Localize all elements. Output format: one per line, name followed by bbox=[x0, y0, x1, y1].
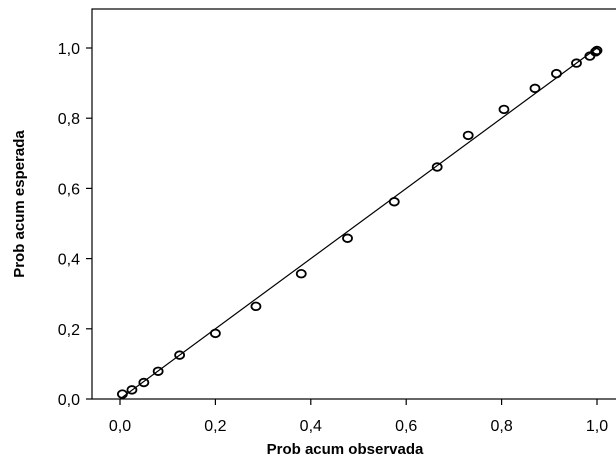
y-axis-title: Prob acum esperada bbox=[11, 130, 28, 278]
data-point bbox=[126, 385, 138, 395]
data-points bbox=[116, 45, 603, 399]
data-point bbox=[431, 162, 443, 172]
y-tick-label: 1,0 bbox=[58, 41, 80, 58]
data-point bbox=[591, 45, 603, 56]
x-axis-ticks: 0,0 0,2 0,4 0,6 0,8 1,0 bbox=[109, 399, 608, 435]
x-tick-label: 0,2 bbox=[204, 418, 226, 435]
y-tick-label: 0,2 bbox=[58, 322, 80, 339]
data-point bbox=[152, 366, 164, 376]
data-point bbox=[590, 47, 601, 57]
data-point bbox=[551, 68, 562, 79]
y-tick-label: 0,0 bbox=[58, 392, 80, 409]
x-tick-label: 1,0 bbox=[586, 418, 608, 435]
x-tick-label: 0,6 bbox=[395, 418, 417, 435]
data-point bbox=[174, 350, 186, 360]
plot-frame bbox=[91, 8, 616, 400]
reference-line bbox=[119, 47, 598, 400]
x-tick-label: 0,0 bbox=[109, 418, 131, 435]
data-point bbox=[388, 197, 400, 207]
y-tick-label: 0,8 bbox=[58, 111, 80, 128]
data-point bbox=[295, 268, 307, 279]
y-tick-label: 0,4 bbox=[58, 252, 80, 269]
data-point bbox=[116, 389, 128, 399]
x-tick-label: 0,4 bbox=[300, 418, 322, 435]
y-tick-label: 0,6 bbox=[58, 181, 80, 198]
data-point bbox=[498, 104, 510, 115]
data-point bbox=[529, 83, 541, 94]
data-point bbox=[571, 58, 582, 68]
data-point bbox=[138, 377, 150, 388]
data-point bbox=[250, 301, 262, 312]
x-axis-title: Prob acum observada bbox=[267, 441, 424, 458]
y-axis-ticks: 0,0 0,2 0,4 0,6 0,8 1,0 bbox=[58, 41, 92, 409]
data-point bbox=[342, 233, 353, 243]
x-tick-label: 0,8 bbox=[490, 418, 512, 435]
data-point bbox=[462, 130, 474, 141]
data-point bbox=[209, 328, 221, 339]
